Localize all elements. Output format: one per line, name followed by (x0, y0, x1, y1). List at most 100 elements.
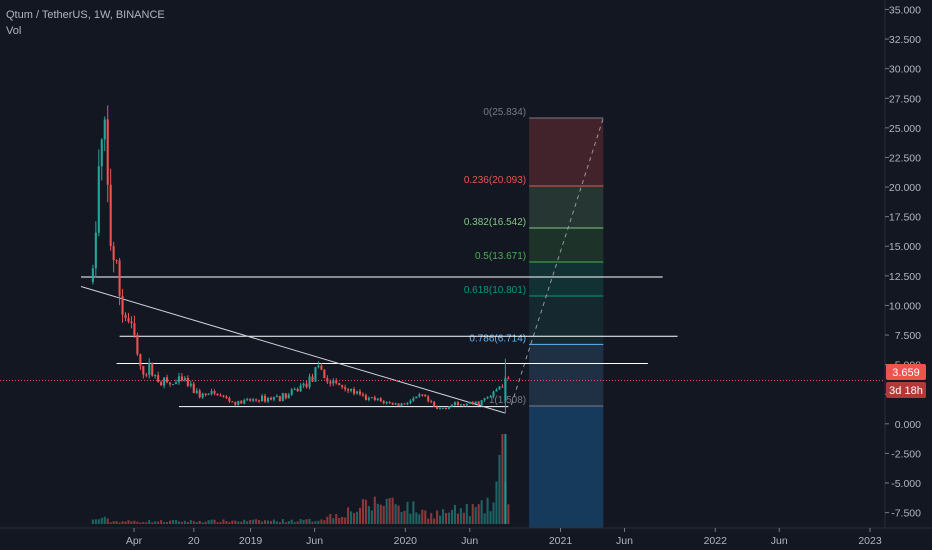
candle-body (507, 377, 510, 380)
y-tick-label: -7.500 (891, 508, 921, 520)
volume-bar (453, 504, 456, 524)
volume-bar (305, 519, 308, 524)
candle-body (424, 394, 427, 397)
volume-bar (439, 515, 442, 524)
volume-bar (442, 509, 445, 524)
candle-body (284, 393, 287, 399)
candle-body (370, 397, 373, 399)
volume-bar (329, 513, 332, 524)
volume-bar (145, 522, 148, 524)
y-tick-label: -2.500 (891, 448, 921, 460)
volume-bar (231, 520, 234, 524)
volume-bar (207, 520, 210, 524)
x-tick-label: Jun (616, 535, 633, 547)
volume-bar (263, 520, 267, 524)
volume-bar (157, 521, 160, 524)
volume-bar (168, 520, 172, 524)
volume-bars (91, 434, 510, 524)
volume-bar (287, 521, 290, 524)
volume-bar (252, 519, 255, 524)
candle-body (290, 389, 293, 395)
y-tick-label: 0.000 (895, 419, 921, 431)
volume-bar (347, 507, 350, 524)
candle-body (91, 268, 94, 283)
volume-bar (373, 496, 376, 524)
volume-bar (338, 517, 341, 524)
volume-bar (462, 512, 465, 524)
candle-body (219, 395, 222, 397)
candle-body (504, 380, 507, 402)
candlesticks (91, 105, 510, 414)
volume-bar (480, 500, 483, 524)
volume-bar (433, 518, 436, 524)
candle-body (311, 376, 314, 382)
candle-body (302, 383, 305, 386)
candle-body (157, 375, 160, 382)
volume-bar (418, 514, 421, 524)
volume-bar (504, 434, 507, 524)
candle-body (296, 389, 299, 392)
volume-bar (314, 521, 317, 524)
volume-bar (299, 519, 302, 524)
y-tick-label: 10.000 (889, 300, 921, 312)
volume-bar (430, 513, 433, 524)
candle-body (192, 383, 195, 394)
fib-trend-diagonal (510, 117, 604, 406)
time-axis[interactable]: Apr 20 2019 Jun 2020 Jun 2021 Jun 2022 Jun 2023 (0, 527, 932, 547)
x-tick-label: 2023 (858, 535, 882, 547)
candle-body (465, 403, 468, 406)
candle-body (492, 391, 495, 397)
candle-body (305, 383, 308, 388)
volume-bar (320, 519, 323, 524)
fibonacci-retracement[interactable]: 0(25.834) 0.236(20.093) 0.382(16.542) 0.5(1… (464, 107, 604, 528)
candle-body (352, 388, 356, 394)
drawing-lines[interactable] (0, 276, 885, 414)
fib-level-label: 1(1.508) (489, 395, 526, 406)
candle-body (430, 401, 433, 403)
candle-body (489, 396, 492, 398)
candle-body (299, 385, 302, 392)
volume-bar (249, 520, 252, 524)
candle-body (222, 395, 225, 397)
price-axis[interactable]: 35.000 32.500 30.000 27.500 25.000 22.500 20.0… (884, 0, 921, 528)
volume-bar (210, 519, 213, 524)
candle-body (427, 396, 430, 402)
volume-bar (284, 522, 287, 524)
volume-bar (219, 522, 222, 524)
candle-body (442, 407, 445, 409)
candle-body (272, 397, 275, 400)
candle-body (263, 395, 267, 402)
symbol-title[interactable]: Qtum / TetherUS, 1W, BINANCE (6, 9, 165, 21)
volume-bar (124, 521, 127, 524)
candle-body (124, 314, 127, 319)
fib-level-label: 0.382(16.542) (464, 217, 526, 228)
x-tick-label: Apr (126, 535, 143, 547)
volume-bar (308, 518, 311, 524)
candle-body (406, 403, 409, 405)
volume-bar (222, 519, 225, 524)
y-tick-label: 25.000 (889, 123, 921, 135)
candle-body (364, 395, 367, 400)
candle-body (213, 391, 216, 394)
x-tick-label: 20 (188, 535, 200, 547)
volume-bar (388, 497, 391, 524)
volume-bar (240, 521, 243, 524)
candle-body (483, 398, 486, 401)
candle-body (403, 403, 406, 405)
volume-bar (163, 522, 166, 524)
candle-body (106, 119, 109, 185)
candle-body (400, 403, 403, 406)
y-tick-label: 12.500 (889, 271, 921, 283)
candle-body (439, 408, 442, 410)
volume-bar (97, 519, 100, 524)
volume-indicator-label[interactable]: Vol (6, 25, 22, 37)
fib-zone (529, 227, 604, 262)
candle-body (323, 369, 326, 379)
volume-bar (201, 522, 204, 524)
volume-bar (412, 501, 415, 524)
candle-body (255, 399, 258, 401)
candle-body (317, 365, 320, 368)
volume-bar (177, 521, 180, 524)
descending-trendline (80, 286, 506, 414)
